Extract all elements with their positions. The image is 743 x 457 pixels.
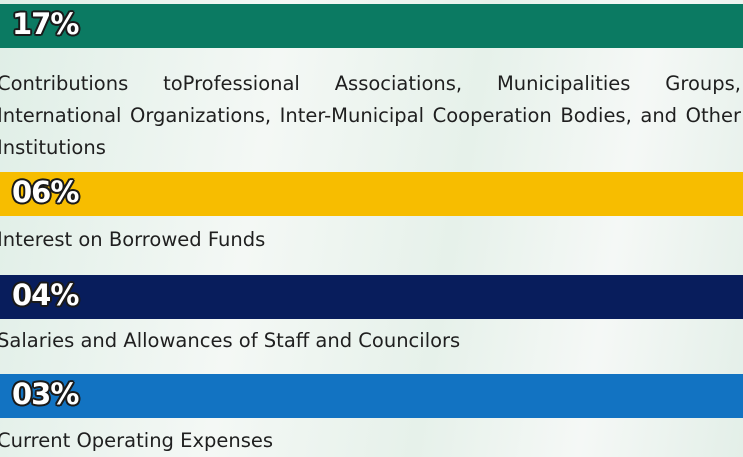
item-text: Current Operating Expenses: [0, 429, 274, 452]
percent-label: 06%: [12, 175, 79, 209]
percent-band: 17%: [0, 4, 743, 48]
item-text: Contributions toProfessional Association…: [0, 72, 741, 159]
percent-label: 03%: [12, 377, 79, 411]
percent-label: 17%: [12, 7, 79, 41]
percent-band: 06%: [0, 172, 743, 216]
percent-label: 04%: [12, 278, 79, 312]
item-text: Salaries and Allowances of Staff and Cou…: [0, 329, 461, 352]
item-text: Interest on Borrowed Funds: [0, 228, 266, 251]
percent-band: 04%: [0, 275, 743, 319]
percent-band: 03%: [0, 374, 743, 418]
